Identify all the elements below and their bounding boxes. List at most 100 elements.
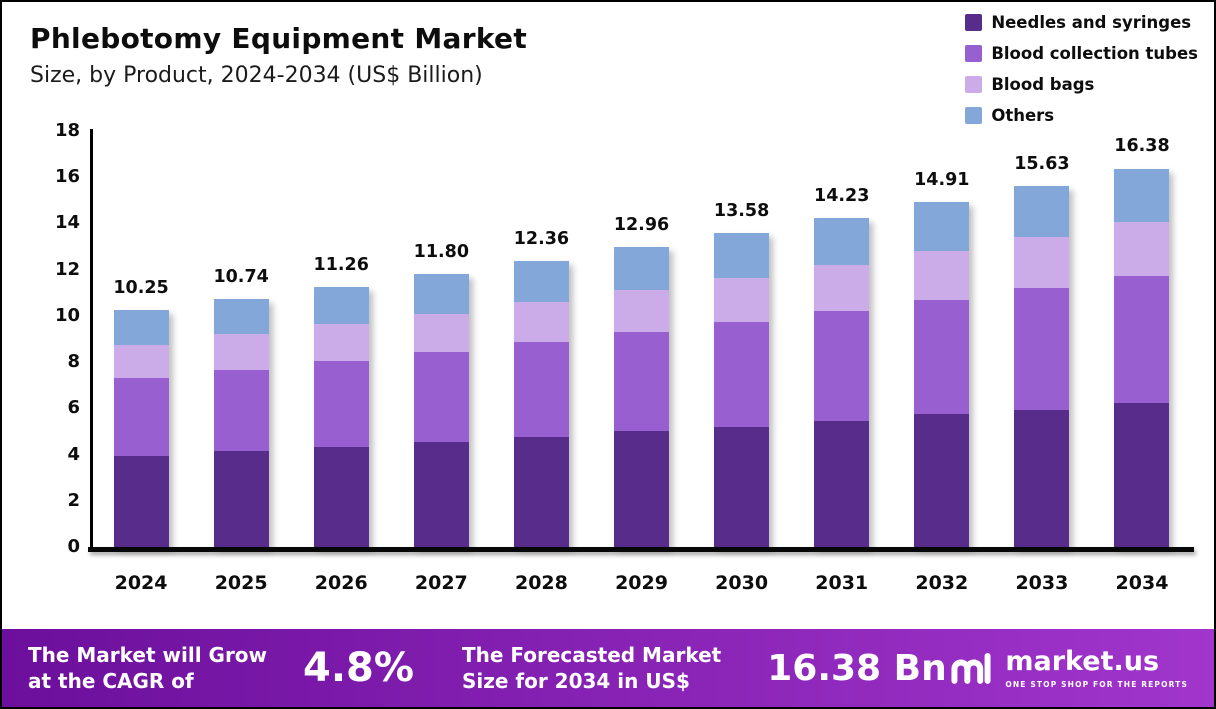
bar-total-label: 10.74 — [213, 266, 269, 287]
segment-blood-bags — [814, 265, 870, 312]
segment-needles-and-syringes — [1014, 409, 1070, 547]
x-axis-line — [88, 547, 1194, 552]
legend-item-others: Others — [965, 103, 1198, 127]
segment-blood-bags — [914, 251, 970, 300]
legend-label: Blood bags — [991, 74, 1095, 94]
segment-others — [714, 233, 770, 278]
bar-group-2025: 10.74 2025 — [191, 131, 291, 594]
legend-label: Others — [991, 105, 1055, 125]
footer-banner: The Market will Grow at the CAGR of 4.8%… — [2, 629, 1214, 707]
bar-total-label: 11.26 — [313, 254, 369, 275]
legend-swatch — [965, 75, 983, 93]
bar-2030 — [714, 233, 770, 547]
bar-group-2029: 12.96 2029 — [591, 131, 691, 594]
bar-2034 — [1114, 168, 1170, 547]
bar-total-label: 16.38 — [1114, 136, 1170, 157]
y-tick-label: 0 — [67, 536, 80, 557]
segment-blood-bags — [1114, 222, 1170, 276]
chart-header: Phlebotomy Equipment Market Size, by Pro… — [30, 22, 527, 88]
bar-group-2030: 13.58 2030 — [692, 131, 792, 594]
x-axis-label: 2032 — [915, 572, 969, 594]
segment-blood-collection-tubes — [714, 321, 770, 427]
legend-label: Blood collection tubes — [991, 43, 1198, 63]
page-subtitle: Size, by Product, 2024-2034 (US$ Billion… — [30, 63, 483, 88]
segment-blood-bags — [614, 290, 670, 333]
y-tick-label: 16 — [54, 166, 80, 188]
x-axis-label: 2030 — [715, 572, 769, 594]
legend-item-blood-bags: Blood bags — [965, 72, 1198, 96]
x-axis-label: 2028 — [514, 572, 568, 594]
forecast-value: 16.38 Bn — [767, 647, 947, 689]
y-tick-label: 4 — [67, 443, 80, 465]
plot-area: 10.25 2024 10.74 2025 11.26 2026 11.80 2027 12.3… — [91, 131, 1192, 594]
segment-blood-bags — [313, 324, 369, 361]
brand-tagline: ONE STOP SHOP FOR THE REPORTS — [1005, 679, 1188, 689]
segment-blood-collection-tubes — [313, 361, 369, 447]
bar-2026 — [313, 286, 369, 547]
y-tick-label: 10 — [54, 304, 80, 326]
bar-total-label: 15.63 — [1014, 153, 1070, 174]
segment-needles-and-syringes — [614, 431, 670, 547]
y-tick-label: 18 — [54, 120, 80, 141]
bar-total-label: 13.58 — [713, 201, 770, 222]
segment-needles-and-syringes — [814, 421, 870, 547]
segment-blood-bags — [113, 344, 169, 379]
x-axis-label: 2029 — [615, 572, 668, 594]
cagr-label-line2: at the CAGR of — [28, 669, 194, 693]
legend-swatch — [965, 13, 983, 31]
segment-blood-collection-tubes — [213, 370, 269, 452]
segment-needles-and-syringes — [313, 446, 369, 547]
bar-2024 — [113, 310, 169, 547]
brand-block: market.us ONE STOP SHOP FOR THE REPORTS — [948, 648, 1188, 689]
bar-group-2028: 12.36 2028 — [491, 131, 591, 594]
bar-group-2034: 16.38 2034 — [1092, 131, 1192, 594]
legend-label: Needles and syringes — [991, 12, 1192, 32]
y-axis: 0 2 4 6 8 10 12 14 16 18 — [32, 120, 80, 557]
bar-group-2033: 15.63 2033 — [992, 131, 1092, 594]
x-axis-label: 2025 — [214, 572, 268, 594]
segment-needles-and-syringes — [1114, 402, 1170, 547]
segment-others — [1114, 168, 1170, 223]
segment-blood-collection-tubes — [1114, 275, 1170, 403]
segment-others — [213, 298, 269, 335]
segment-needles-and-syringes — [113, 455, 169, 547]
legend-swatch — [965, 44, 983, 62]
segment-others — [914, 202, 970, 252]
y-tick-label: 14 — [54, 212, 80, 234]
segment-others — [413, 274, 469, 314]
bar-group-2032: 14.91 2032 — [892, 131, 992, 594]
bar-total-label: 11.80 — [413, 242, 469, 263]
bar-group-2027: 11.80 2027 — [391, 131, 491, 594]
segment-blood-collection-tubes — [113, 378, 169, 456]
x-axis-label: 2026 — [314, 572, 368, 594]
brand-text: market.us ONE STOP SHOP FOR THE REPORTS — [1005, 648, 1188, 689]
x-axis-label: 2024 — [114, 572, 168, 594]
cagr-label-line1: The Market will Grow — [28, 643, 268, 667]
segment-blood-collection-tubes — [814, 311, 870, 421]
segment-needles-and-syringes — [413, 441, 469, 547]
bar-total-label: 12.96 — [613, 215, 670, 236]
forecast-label-line1: The Forecasted Market — [461, 643, 722, 667]
y-axis-line — [90, 129, 93, 549]
segment-blood-collection-tubes — [413, 351, 469, 442]
brand-name: market.us — [1005, 645, 1160, 677]
segment-needles-and-syringes — [914, 414, 970, 547]
legend-item-needles-and-syringes: Needles and syringes — [965, 10, 1198, 34]
segment-blood-bags — [213, 334, 269, 371]
segment-others — [814, 218, 870, 266]
bar-total-label: 10.25 — [113, 278, 169, 299]
market-us-logo-icon — [951, 653, 991, 684]
forecast-label-line2: Size for 2034 in US$ — [461, 669, 690, 693]
legend-item-blood-collection-tubes: Blood collection tubes — [965, 41, 1198, 65]
x-axis-label: 2034 — [1115, 572, 1169, 594]
segment-others — [313, 286, 369, 324]
bar-group-2031: 14.23 2031 — [792, 131, 892, 594]
segment-blood-collection-tubes — [914, 299, 970, 415]
forecast-label: The Forecasted Market Size for 2034 in U… — [462, 642, 721, 694]
bar-total-label: 12.36 — [513, 229, 570, 250]
bar-2031 — [814, 218, 870, 547]
segment-blood-collection-tubes — [513, 342, 569, 438]
bar-2028 — [513, 261, 569, 547]
page-title: Phlebotomy Equipment Market — [30, 22, 528, 55]
